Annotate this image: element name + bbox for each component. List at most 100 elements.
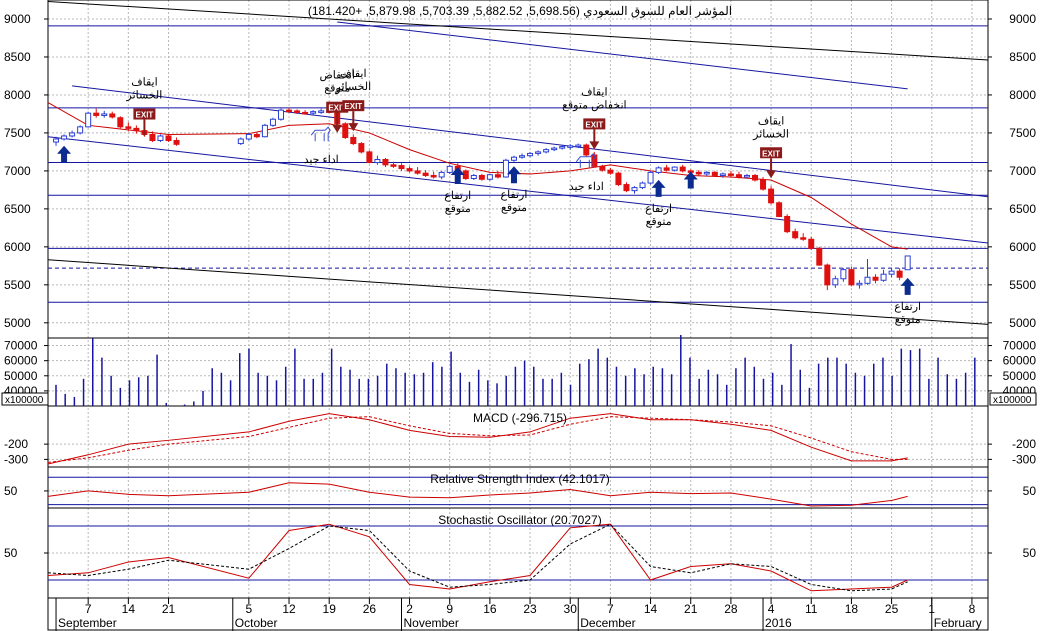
candle xyxy=(165,134,172,143)
candle xyxy=(599,164,606,172)
down-arrow-icon xyxy=(589,141,600,150)
candle xyxy=(567,144,574,150)
candle xyxy=(414,167,421,175)
y-tick-label-right: 7500 xyxy=(1009,126,1036,140)
exit-flag-label: EXIT xyxy=(328,104,346,113)
pane-frame-price xyxy=(47,0,989,339)
pane-frame-vol xyxy=(47,337,989,407)
candle-body xyxy=(567,145,574,148)
x-tick-label: 28 xyxy=(724,602,738,616)
candle-body xyxy=(743,174,750,178)
candle xyxy=(559,145,566,150)
candle-body xyxy=(631,187,638,192)
y-tick-label-right: 50 xyxy=(1023,484,1037,498)
candle-body xyxy=(422,172,429,176)
x-tick-label: 7 xyxy=(85,602,92,616)
candle-body xyxy=(109,113,116,118)
candle xyxy=(639,181,646,190)
candle-body xyxy=(277,109,284,120)
candle-body xyxy=(880,273,887,281)
candle xyxy=(245,132,252,141)
candle xyxy=(253,132,260,139)
y-tick-label-left: 50000 xyxy=(4,369,38,383)
x-tick-label: 14 xyxy=(644,602,658,616)
candle-body xyxy=(350,136,357,145)
x-tick-label: 7 xyxy=(607,602,614,616)
buy-signal-text: متوقع xyxy=(646,216,672,228)
y-tick-label-left: -300 xyxy=(4,452,28,466)
candle-body xyxy=(872,276,879,281)
trend-channel-line xyxy=(337,21,908,90)
candle-body xyxy=(53,138,60,143)
candle-body xyxy=(735,174,742,178)
exit-flag xyxy=(583,118,606,130)
exit-flag-label: EXIT xyxy=(136,111,154,120)
candle xyxy=(109,111,116,119)
candle xyxy=(703,170,710,177)
candle xyxy=(888,268,895,278)
trend-channel-line xyxy=(72,85,988,198)
candle xyxy=(310,110,317,115)
exit-signal-text: متوقع xyxy=(324,83,350,95)
x-tick-label: 19 xyxy=(323,602,337,616)
candle xyxy=(77,125,84,135)
volume-multiplier-right: x100000 xyxy=(993,395,1032,406)
candle-body xyxy=(575,144,582,148)
candle-body xyxy=(117,117,124,128)
trend-channel-line xyxy=(48,136,988,244)
candle xyxy=(510,155,517,162)
long-trend-line xyxy=(48,259,988,325)
buy-signal-text: متوقع xyxy=(445,203,471,215)
candle-body xyxy=(776,202,783,217)
bull-icon xyxy=(310,126,331,142)
candle-body xyxy=(551,147,558,151)
candle-body xyxy=(607,169,614,174)
candle xyxy=(478,173,485,181)
candle-body xyxy=(149,133,156,142)
y-tick-label-left: 8000 xyxy=(4,88,31,102)
candle xyxy=(149,131,156,143)
candle-body xyxy=(157,135,164,142)
y-tick-label-right: 5000 xyxy=(1009,316,1036,330)
up-arrow-icon xyxy=(900,277,915,295)
candle-body xyxy=(904,255,911,271)
candle xyxy=(679,164,686,173)
candle xyxy=(832,275,839,288)
candle xyxy=(173,137,180,146)
exit-signal-text: ايقاف xyxy=(758,115,784,127)
candle-body xyxy=(302,111,309,115)
y-tick-label-right: 70000 xyxy=(1003,339,1037,353)
bull-signal-text: اداء جيد xyxy=(569,181,604,193)
bull-icon xyxy=(575,152,596,168)
candle-body xyxy=(286,109,293,113)
candle xyxy=(776,201,783,218)
candle-body xyxy=(406,168,413,172)
candle xyxy=(872,274,879,284)
up-arrow-icon xyxy=(450,166,465,184)
candle-body xyxy=(478,174,485,180)
candle xyxy=(864,259,871,285)
candle xyxy=(671,166,678,172)
candle xyxy=(157,134,164,143)
candle xyxy=(583,143,590,157)
down-arrow-icon xyxy=(766,170,777,179)
month-label: February xyxy=(934,616,982,630)
exit-signal-text: الخسائر xyxy=(752,128,789,140)
candle xyxy=(85,111,92,128)
candle-body xyxy=(623,184,630,192)
x-tick-label: 2 xyxy=(406,602,413,616)
candle-body xyxy=(69,132,76,137)
candle-body xyxy=(486,174,493,180)
exit-flag xyxy=(133,108,156,120)
candle-body xyxy=(639,182,646,189)
y-tick-label-left: 6500 xyxy=(4,202,31,216)
x-tick-label: 16 xyxy=(483,602,497,616)
candle xyxy=(125,122,132,132)
candle xyxy=(358,142,365,154)
candle-body xyxy=(237,138,244,145)
exit-signal-text: الخسائر xyxy=(334,81,371,93)
y-tick-label-left: 9000 xyxy=(4,12,31,26)
candle xyxy=(398,163,405,171)
candle-body xyxy=(583,144,590,156)
candle xyxy=(286,107,293,114)
